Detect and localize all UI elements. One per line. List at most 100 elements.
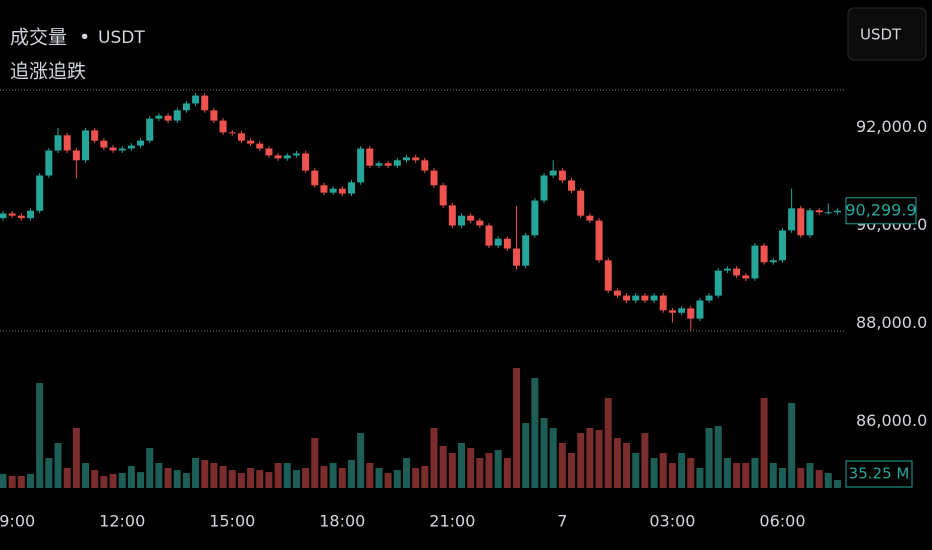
volume-bar [283,462,291,488]
volume-bar [329,462,337,488]
volume-bar [357,432,365,488]
x-tick-label: 7 [557,512,567,531]
volume-bar [311,437,319,488]
y-tick-label: 88,000.0 [856,313,927,332]
volume-bar [788,402,796,488]
candle-body [485,225,493,246]
volume-bar [366,462,374,488]
volume-bar [742,462,750,488]
candle-body [347,182,355,194]
candle-body [320,185,328,193]
volume-bar [155,462,163,488]
x-tick-label: 09:00 [0,512,35,531]
volume-bar [384,472,392,488]
candle-body [586,215,594,221]
candle-body [421,160,429,171]
separator: • [79,27,90,49]
candle-body [412,157,420,161]
candle-body [63,135,71,151]
candle-body [237,133,245,141]
x-tick-label: 03:00 [649,512,695,531]
volume-bar [558,442,566,488]
volume-bar [109,473,117,488]
volume-bar [513,367,521,488]
candle-body [531,200,539,236]
volume-bar [8,475,16,488]
volume-bar [36,382,44,488]
volume-bar [100,475,108,488]
volume-bar [237,472,245,488]
candle-body [733,268,741,276]
candle-body [806,210,814,236]
volume-bar [192,457,200,488]
candle-body [549,170,557,176]
candle-body [641,295,649,301]
candle-body [742,275,750,279]
volume-bar [668,462,676,488]
candle-body [705,295,713,301]
candle-body [17,215,25,219]
button-box[interactable] [847,7,927,61]
volume-bar [118,472,126,488]
volume-bar [586,427,594,488]
candle-body [723,268,731,271]
candle-body [146,118,154,141]
candle-body [632,295,640,301]
volume-bar [833,479,841,488]
candle-body [247,140,255,144]
volume-bar [503,457,511,488]
candle-body [714,270,722,296]
volume-bar [641,432,649,488]
volume-bar [751,457,759,488]
candle-body [448,205,456,226]
candle-body [769,260,777,263]
candle-body [27,210,35,219]
candle-body [513,248,521,266]
candle-body [283,155,291,159]
volume-bar [228,470,236,488]
candle-body [568,180,576,191]
volume-bar [137,472,145,488]
volume-bar [320,465,328,488]
volume-bar [458,442,465,488]
candle-body [375,163,383,166]
volume-bar [256,470,264,488]
volume-bar [45,457,53,488]
currency-button[interactable]: USDT [847,7,927,61]
candle-body [274,155,282,159]
candle-body [384,163,392,166]
candle-body [668,310,676,313]
volume-bar [467,447,475,488]
volume-bar [247,467,255,488]
candle-body [476,220,484,226]
volume-bar [687,457,695,488]
button-label[interactable]: USDT [860,26,902,44]
candle-body [192,95,200,104]
volume-label: 35.25 M [849,465,910,483]
candle-body [778,230,786,261]
x-tick-label: 12:00 [99,512,145,531]
candle-body [228,132,236,134]
y-tick-label: 86,000.0 [856,411,927,430]
volume-bar [568,452,576,488]
price-label: 90,299.9 [845,200,916,219]
volume-bar [678,452,686,488]
candle-body [54,135,62,151]
volume-bar [375,467,383,488]
volume-bar [659,452,667,488]
volume-label-box [845,460,913,488]
volume-bar [17,475,25,488]
volume-bar [632,452,640,488]
volume-bar [182,472,190,488]
candle-body [430,170,438,186]
volume-bar [338,467,346,488]
volume-bar [219,465,227,488]
volume-bar [302,467,310,488]
y-tick-label: 92,000.0 [856,117,927,136]
candle-body [127,145,135,149]
volume-bar [448,452,456,488]
volume-bar [549,427,557,488]
volume-bar [476,457,484,488]
indicator-label: 成交量 [10,27,67,49]
